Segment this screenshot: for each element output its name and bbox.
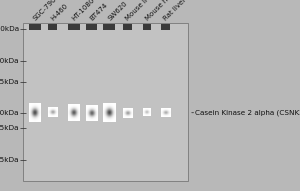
Text: 35kDa: 35kDa xyxy=(0,125,19,131)
Text: 70kDa: 70kDa xyxy=(0,58,19,64)
Bar xyxy=(68,24,80,30)
Bar xyxy=(123,24,132,30)
Bar xyxy=(160,24,169,30)
Text: 100kDa: 100kDa xyxy=(0,26,19,32)
Text: Rat liver: Rat liver xyxy=(162,0,187,22)
Text: 40kDa: 40kDa xyxy=(0,110,19,116)
Text: SGC-7901: SGC-7901 xyxy=(32,0,61,22)
Text: HT-1080: HT-1080 xyxy=(71,0,96,22)
Bar xyxy=(28,24,40,30)
Bar xyxy=(48,24,57,30)
Bar xyxy=(103,24,116,30)
Bar xyxy=(143,24,151,30)
Text: BT474: BT474 xyxy=(89,2,109,22)
Bar xyxy=(22,23,188,181)
Text: Casein Kinase 2 alpha (CSNK2A1): Casein Kinase 2 alpha (CSNK2A1) xyxy=(195,109,300,116)
Text: 25kDa: 25kDa xyxy=(0,157,19,163)
Text: Mouse heart: Mouse heart xyxy=(144,0,179,22)
Text: Mouse liver: Mouse liver xyxy=(125,0,158,22)
Text: SW620: SW620 xyxy=(107,0,128,22)
Bar xyxy=(86,24,97,30)
Text: 55kDa: 55kDa xyxy=(0,79,19,85)
Text: H-460: H-460 xyxy=(50,3,69,22)
